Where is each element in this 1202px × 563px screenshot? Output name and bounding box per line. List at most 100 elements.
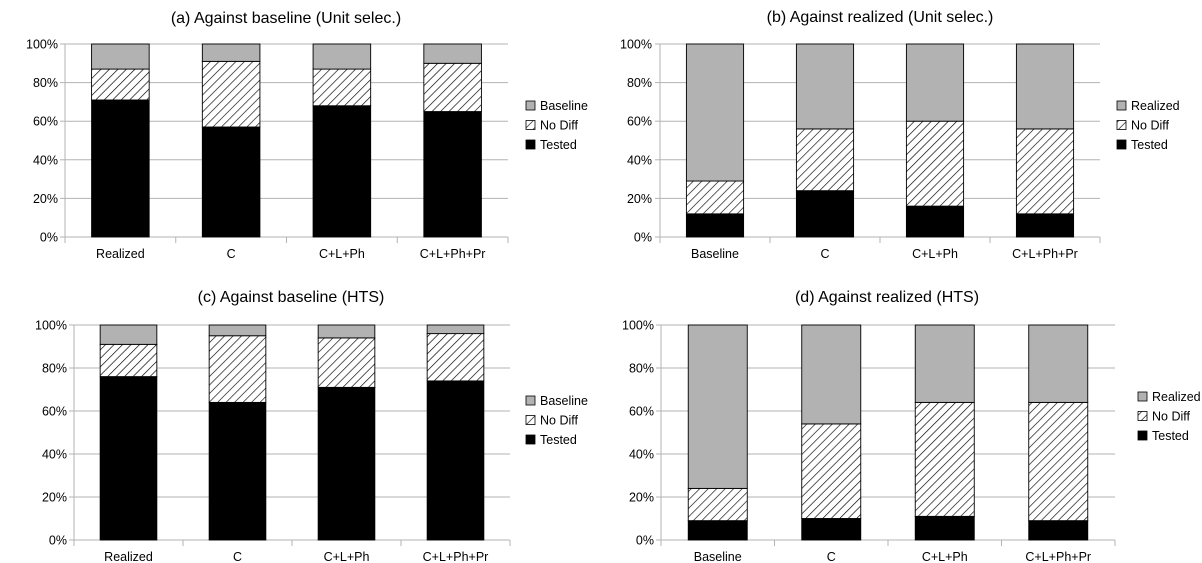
chart-panel-a: (a) Against baseline (Unit selec.) 0% 20% 4… [26,10,588,261]
y-tick-label: 0% [49,534,67,548]
bar-segment-no-diff [687,487,748,522]
bar-segment-tested [795,190,855,238]
y-tick-label: 60% [33,115,58,129]
bar-segment-no-diff [905,120,965,207]
bar-segment-realized [795,43,855,130]
y-tick-label: 80% [33,76,58,90]
x-tick-label: Baseline [694,550,742,563]
bar-segment-realized [1028,324,1089,403]
bar-segment-no-diff [423,62,482,112]
bar-segment-no-diff [91,68,150,101]
y-tick-label: 100% [26,38,58,52]
legend-label: Tested [1131,138,1168,152]
bar-segment-baseline [426,324,485,335]
bar-segment-tested [801,518,862,541]
bar-segment-baseline [99,324,158,345]
y-tick-label: 40% [629,448,654,462]
bar-segment-realized [1015,43,1075,130]
bar-segment-no-diff [426,333,485,382]
bar-segment-no-diff [317,337,376,388]
legend-label: Realized [1131,99,1180,113]
x-tick-label: C [827,550,836,563]
legend-label: No Diff [1131,119,1170,133]
chart-title: (d) Against realized (HTS) [795,289,979,306]
bar-segment-no-diff [201,60,261,128]
bar-segment-no-diff [1028,401,1089,522]
x-tick-label: C+L+Ph+Pr [423,550,489,563]
bar-segment-tested [426,380,485,541]
bar-segment-tested [91,99,150,238]
y-tick-label: 20% [33,192,58,206]
y-tick-label: 20% [629,491,654,505]
y-tick-label: 40% [33,153,58,167]
bar-segment-tested [423,111,482,238]
bar-segment-realized [905,43,965,122]
x-tick-label: C [820,247,829,261]
y-tick-label: 100% [35,319,67,333]
y-tick-label: 0% [636,534,654,548]
bar-segment-no-diff [795,128,855,192]
y-tick-label: 40% [42,448,67,462]
x-tick-label: C+L+Ph+Pr [1012,247,1078,261]
x-tick-label: C+L+Ph [319,247,365,261]
legend-label: Baseline [540,99,588,113]
legend-label: Tested [540,138,577,152]
y-tick-label: 80% [627,76,652,90]
y-tick-label: 80% [629,362,654,376]
bar-segment-tested [1015,213,1075,238]
y-tick-label: 20% [627,192,652,206]
legend-label: Tested [540,433,577,447]
y-tick-label: 20% [42,491,67,505]
legend-swatch [1137,391,1148,402]
legend-swatch [525,415,536,425]
bar-segment-tested [687,520,748,541]
legend-swatch [1116,139,1127,150]
bar-segment-no-diff [801,423,862,519]
legend-swatch [525,395,536,406]
bar-segment-tested [99,376,158,541]
legend-label: Realized [1152,390,1201,404]
bar-segment-tested [1028,520,1089,541]
y-tick-label: 0% [40,231,58,245]
y-tick-label: 60% [42,405,67,419]
bar-segment-tested [914,515,975,541]
bar-segment-no-diff [208,335,267,403]
bar-segment-tested [208,401,267,541]
legend-swatch [525,139,536,150]
bar-segment-no-diff [312,68,372,107]
legend-swatch [525,120,536,130]
legend-swatch [525,434,536,445]
bar-segment-baseline [201,43,261,62]
bar-segment-tested [312,105,372,238]
chart-title: (c) Against baseline (HTS) [198,289,385,306]
bar-segment-tested [685,213,745,238]
chart-panel-b: (b) Against realized (Unit selec.) 0% 20% 4… [620,9,1180,261]
y-tick-label: 40% [627,153,652,167]
x-tick-label: C [227,247,236,261]
legend-label: No Diff [1152,410,1191,424]
bar-segment-realized [687,324,748,489]
x-tick-label: Realized [96,247,145,261]
legend-swatch [1137,411,1148,421]
y-tick-label: 100% [622,319,654,333]
bar-segment-tested [317,386,376,541]
y-tick-label: 80% [42,362,67,376]
y-tick-label: 60% [629,405,654,419]
chart-panel-c: (c) Against baseline (HTS) 0% 20% 40% 60% 80%… [35,289,588,563]
bar-segment-realized [685,43,745,182]
bar-segment-no-diff [685,180,745,215]
legend-label: No Diff [540,119,579,133]
legend-swatch [1137,430,1148,441]
bar-segment-realized [914,324,975,403]
x-tick-label: C+L+Ph+Pr [1025,550,1091,563]
legend-swatch [1116,100,1127,111]
x-tick-label: C+L+Ph [922,550,968,563]
bar-segment-baseline [317,324,376,339]
x-tick-label: Realized [104,550,153,563]
bar-segment-baseline [312,43,372,70]
bar-segment-tested [201,126,261,238]
bar-segment-realized [801,324,862,425]
x-tick-label: C+L+Ph [324,550,370,563]
x-tick-label: C+L+Ph [912,247,958,261]
